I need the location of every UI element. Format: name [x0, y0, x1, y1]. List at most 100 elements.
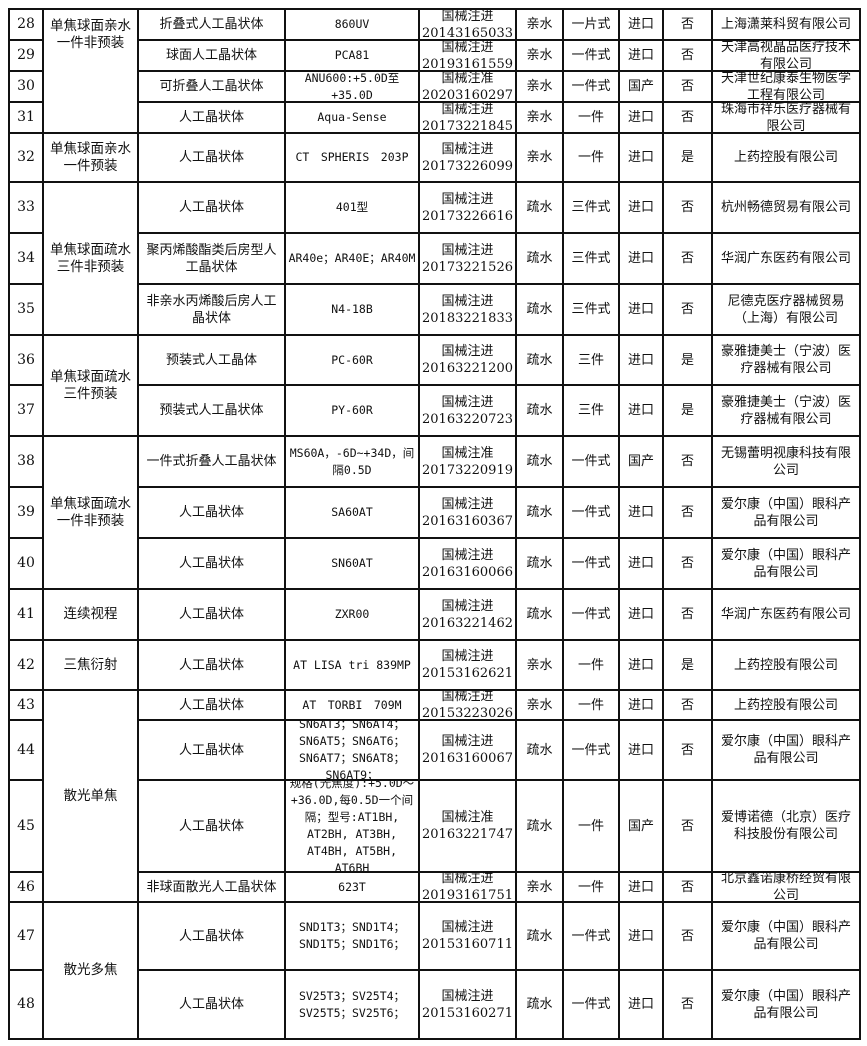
preloaded: 否: [661, 871, 713, 903]
preloaded-text: 否: [680, 79, 694, 94]
row-number: 32: [8, 132, 44, 183]
registration-number-text: 国械注进 20153162621: [422, 649, 513, 681]
piece-type: 一件: [561, 132, 620, 183]
hydrophilicity: 疏水: [514, 181, 564, 234]
piece-type-text: 一件: [577, 818, 604, 834]
table-row: 34 聚丙烯酸酯类后房型人工晶状体 AR40e；AR40E；AR40M 国械注进 20…: [8, 232, 861, 285]
hydrophilicity-text: 亲水: [526, 657, 553, 673]
piece-type: 一件式: [561, 901, 620, 971]
row-number: 38: [8, 435, 44, 488]
product-name-text: 球面人工晶状体: [165, 48, 257, 63]
company-name: 天津世纪康泰生物医学工程有限公司: [710, 70, 861, 103]
product-name: 聚丙烯酸酯类后房型人工晶状体: [137, 232, 286, 285]
origin-text: 进口: [627, 110, 654, 125]
hydrophilicity-text: 亲水: [526, 17, 553, 32]
company-name: 爱尔康（中国）眼科产品有限公司: [710, 486, 861, 539]
table-row: 38 单焦球面疏水一件非预装 一件式折叠人工晶状体 MS60A，-6D~+34D，间隔…: [8, 435, 861, 590]
origin-text: 进口: [627, 879, 654, 895]
hydrophilicity: 疏水: [514, 537, 564, 590]
category-cell-text: 单焦球面亲水一件非预装: [50, 18, 131, 51]
hydrophilicity-text: 疏水: [526, 607, 553, 622]
model-spec: N4-18B: [284, 283, 420, 336]
table-row: 43 散光单焦 人工晶状体 AT TORBI 709M 国械注进 20153223026…: [8, 689, 861, 903]
registration-number: 国械注进 20163221462: [418, 588, 517, 641]
preloaded: 是: [661, 384, 713, 437]
registration-number-text: 国械注进 20163160367: [422, 496, 513, 529]
company-name-text: 豪雅捷美士（宁波）医疗器械有限公司: [720, 344, 851, 376]
table-row: 32 单焦球面亲水一件预装 人工晶状体 CT SPHERIS 203P 国械注进 201…: [8, 132, 861, 183]
category-cell-text: 连续视程: [63, 606, 118, 622]
hydrophilicity: 疏水: [514, 901, 564, 971]
preloaded-text: 否: [680, 607, 694, 622]
piece-type-text: 三件式: [571, 251, 611, 266]
table-row: 29 球面人工晶状体 PCA81 国械注进 20193161559 亲水 一件式 进口 否 天津…: [8, 39, 861, 72]
row-number: 42: [8, 639, 44, 691]
piece-type: 一件式: [561, 70, 620, 103]
model-spec: 860UV: [284, 8, 420, 41]
company-name: 爱尔康（中国）眼科产品有限公司: [710, 901, 861, 971]
registration-number: 国械注进 20163160367: [418, 486, 517, 539]
row-number-text: 37: [17, 402, 35, 418]
model-spec-text: ZXR00: [334, 607, 370, 621]
product-name-text: 非亲水丙烯酸后房人工晶状体: [146, 293, 277, 326]
company-name: 爱尔康（中国）眼科产品有限公司: [710, 537, 861, 590]
product-name: 人工晶状体: [137, 901, 286, 971]
origin: 进口: [617, 719, 664, 781]
row-number-text: 38: [17, 453, 35, 469]
origin-text: 进口: [627, 556, 654, 571]
table-row: 37 预装式人工晶状体 PY-60R 国械注进 20163220723 疏水 三件 进口 是 豪…: [8, 384, 861, 437]
piece-type: 一件式: [561, 588, 620, 641]
model-spec-text: Aqua-Sense: [317, 110, 387, 124]
product-name-text: 可折叠人工晶状体: [159, 79, 264, 94]
preloaded-text: 否: [680, 251, 694, 266]
registration-number-text: 国械注进 20163160066: [422, 547, 513, 580]
piece-type-text: 一件: [577, 879, 604, 895]
row-number-text: 33: [17, 199, 35, 215]
piece-type-text: 三件: [577, 403, 604, 418]
row-number-text: 48: [17, 996, 35, 1012]
origin-text: 国产: [627, 454, 654, 469]
category-cell-text: 散光单焦: [63, 787, 118, 804]
company-name: 珠海市祥乐医疗器械有限公司: [710, 101, 861, 134]
piece-type: 一件式: [561, 719, 620, 781]
registration-number-text: 国械注进 20153160711: [422, 920, 513, 952]
preloaded-text: 是: [680, 403, 694, 418]
preloaded-text: 否: [680, 505, 694, 520]
company-name: 豪雅捷美士（宁波）医疗器械有限公司: [710, 384, 861, 437]
company-name-text: 豪雅捷美士（宁波）医疗器械有限公司: [720, 394, 851, 427]
preloaded: 否: [661, 779, 713, 873]
preloaded-text: 是: [680, 150, 694, 165]
model-spec: PY-60R: [284, 384, 420, 437]
company-name-text: 爱尔康（中国）眼科产品有限公司: [720, 734, 851, 766]
table-row: 40 人工晶状体 SN60AT 国械注进 20163160066 疏水 一件式 进口 否 爱尔康…: [8, 537, 861, 590]
origin: 国产: [617, 435, 664, 488]
preloaded: 是: [661, 639, 713, 691]
piece-type-text: 一件式: [571, 742, 611, 758]
registration-number: 国械注进 20153162621: [418, 639, 517, 691]
product-name: 人工晶状体: [137, 639, 286, 691]
origin-text: 进口: [627, 403, 654, 418]
product-name-text: 人工晶状体: [178, 657, 244, 673]
hydrophilicity: 亲水: [514, 39, 564, 72]
piece-type: 三件: [561, 334, 620, 386]
registration-number-text: 国械注进 20193161751: [422, 873, 513, 901]
piece-type: 一件式: [561, 39, 620, 72]
hydrophilicity: 亲水: [514, 8, 564, 41]
hydrophilicity-text: 疏水: [526, 200, 553, 215]
origin-text: 进口: [627, 48, 654, 63]
hydrophilicity: 疏水: [514, 384, 564, 437]
product-name: 人工晶状体: [137, 719, 286, 781]
model-spec: 规格(光焦度):+5.0D～+36.0D,每0.5D一个间隔；型号:AT1BH,…: [284, 779, 420, 873]
hydrophilicity-text: 亲水: [526, 879, 553, 895]
row-number: 48: [8, 969, 44, 1040]
row-number-text: 35: [17, 301, 35, 317]
company-name-text: 爱尔康（中国）眼科产品有限公司: [720, 496, 851, 529]
hydrophilicity: 疏水: [514, 719, 564, 781]
piece-type-text: 三件: [577, 352, 604, 368]
registration-number: 国械注进 20173226616: [418, 181, 517, 234]
registration-number: 国械注进 20183221833: [418, 283, 517, 336]
row-number-text: 32: [17, 149, 35, 165]
row-number-text: 36: [17, 351, 35, 368]
model-spec-text: SN6AT3；SN6AT4；SN6AT5；SN6AT6；SN6AT7；SN6AT…: [298, 721, 406, 779]
model-spec: Aqua-Sense: [284, 101, 420, 134]
